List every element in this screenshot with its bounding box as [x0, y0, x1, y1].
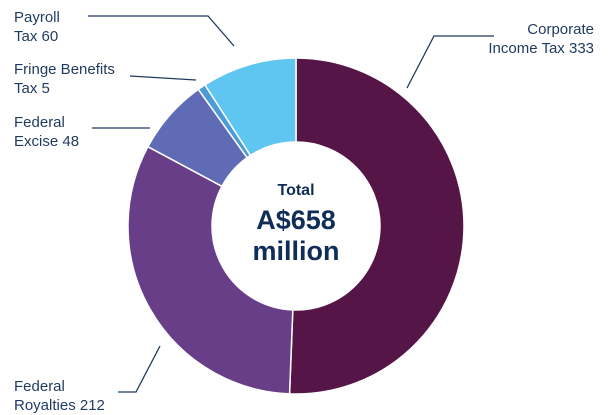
slice-label-federal-royalties: Federal Royalties 212: [14, 378, 105, 414]
center-total-label: Total: [277, 182, 315, 199]
slice-payroll-tax: [203, 57, 297, 157]
slice-federal-royalties: [127, 145, 294, 395]
slice-label-federal-excise: Federal Excise 48: [14, 114, 80, 150]
leader-federal-royalties: [118, 345, 161, 393]
slice-label-corporate-income-tax: Corporate Income Tax 333: [488, 21, 594, 57]
leader-corporate-income-tax: [406, 35, 494, 89]
center-total-unit: million: [252, 236, 340, 266]
center-total-amount: A$658: [256, 205, 336, 235]
leader-payroll-tax: [88, 15, 235, 47]
slice-corporate-income-tax: [288, 57, 465, 395]
slice-label-payroll-tax: Payroll Tax 60: [14, 9, 60, 45]
chart-center-total: Total A$658 million: [196, 180, 396, 267]
leader-lines: [88, 15, 494, 393]
donut-slices: [127, 57, 465, 395]
slice-label-fringe-benefits-tax: Fringe Benefits Tax 5: [14, 61, 115, 97]
leader-fringe-benefits-tax: [129, 75, 197, 81]
